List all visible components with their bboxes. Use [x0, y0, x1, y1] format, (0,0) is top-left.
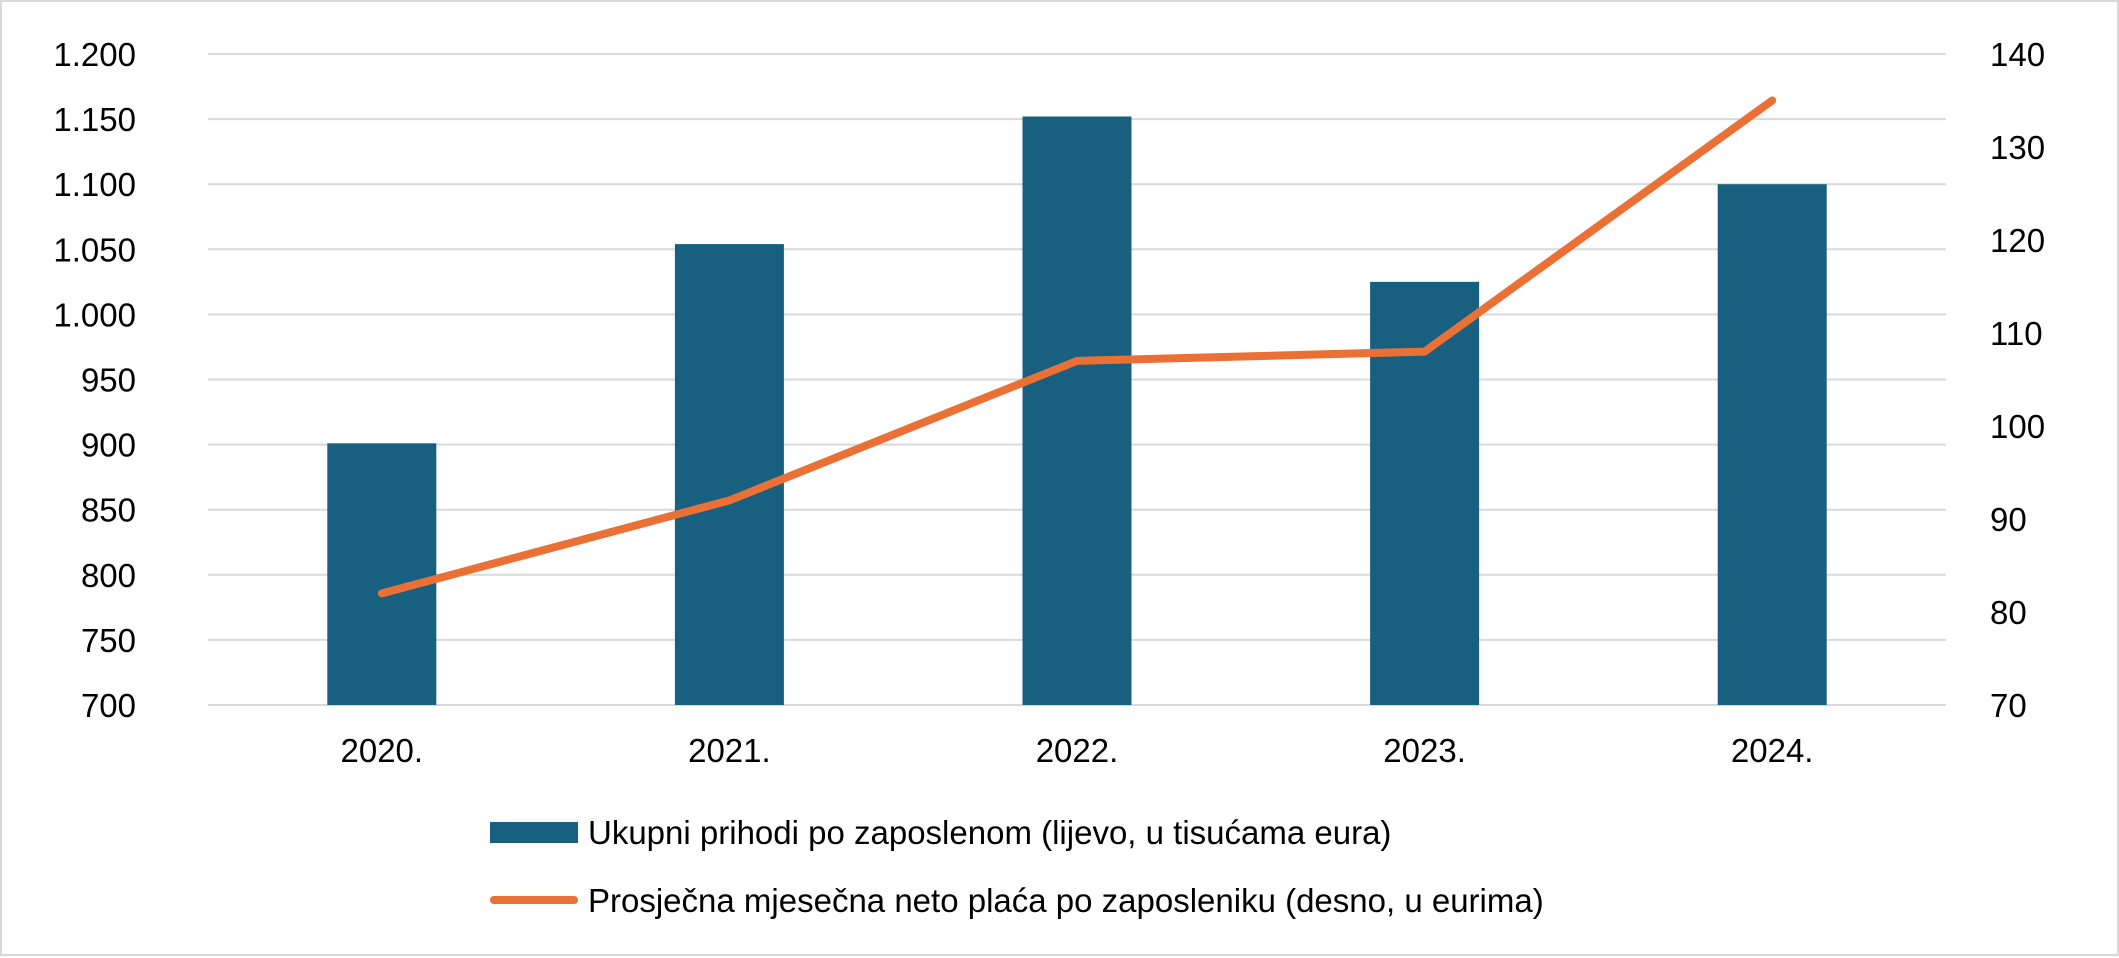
x-tick-label-1: 2021. — [688, 732, 771, 769]
right-tick-label-5: 120 — [1990, 222, 2045, 259]
left-tick-label-2: 800 — [81, 557, 136, 594]
legend-label-bar: Ukupni prihodi po zaposlenom (lijevo, u … — [588, 814, 1391, 851]
right-tick-label-2: 90 — [1990, 501, 2027, 538]
left-tick-label-5: 950 — [81, 362, 136, 399]
right-tick-label-1: 80 — [1990, 594, 2027, 631]
x-tick-label-0: 2020. — [341, 732, 424, 769]
right-tick-label-7: 140 — [1990, 36, 2045, 73]
right-tick-label-0: 70 — [1990, 687, 2027, 724]
x-tick-label-4: 2024. — [1731, 732, 1814, 769]
legend-swatch-bar — [490, 822, 578, 843]
bar-2022 — [1023, 116, 1132, 705]
right-axis: 70 80 90 100 110 120 130 140 — [1990, 36, 2045, 724]
left-tick-label-6: 1.000 — [53, 296, 136, 333]
bar-2020 — [327, 443, 436, 705]
bar-2024 — [1718, 184, 1827, 705]
left-tick-label-1: 750 — [81, 622, 136, 659]
left-tick-label-8: 1.100 — [53, 166, 136, 203]
left-tick-label-0: 700 — [81, 687, 136, 724]
left-tick-label-7: 1.050 — [53, 231, 136, 268]
x-tick-label-2: 2022. — [1036, 732, 1119, 769]
left-tick-label-10: 1.200 — [53, 36, 136, 73]
right-tick-label-6: 130 — [1990, 129, 2045, 166]
left-tick-label-9: 1.150 — [53, 101, 136, 138]
left-axis: 700 750 800 850 900 950 1.000 1.050 1.100 1.150 1.… — [53, 36, 136, 724]
right-tick-label-4: 110 — [1990, 315, 2043, 352]
bar-2023 — [1370, 282, 1479, 705]
bar-2021 — [675, 244, 784, 705]
right-tick-label-3: 100 — [1990, 408, 2045, 445]
legend-label-line: Prosječna mjesečna neto plaća po zaposle… — [588, 882, 1544, 919]
x-tick-label-3: 2023. — [1383, 732, 1466, 769]
legend: Ukupni prihodi po zaposlenom (lijevo, u … — [490, 814, 1544, 919]
left-tick-label-4: 900 — [81, 427, 136, 464]
left-tick-label-3: 850 — [81, 492, 136, 529]
x-axis: 2020. 2021. 2022. 2023. 2024. — [341, 732, 1814, 769]
bar-series — [327, 116, 1826, 705]
